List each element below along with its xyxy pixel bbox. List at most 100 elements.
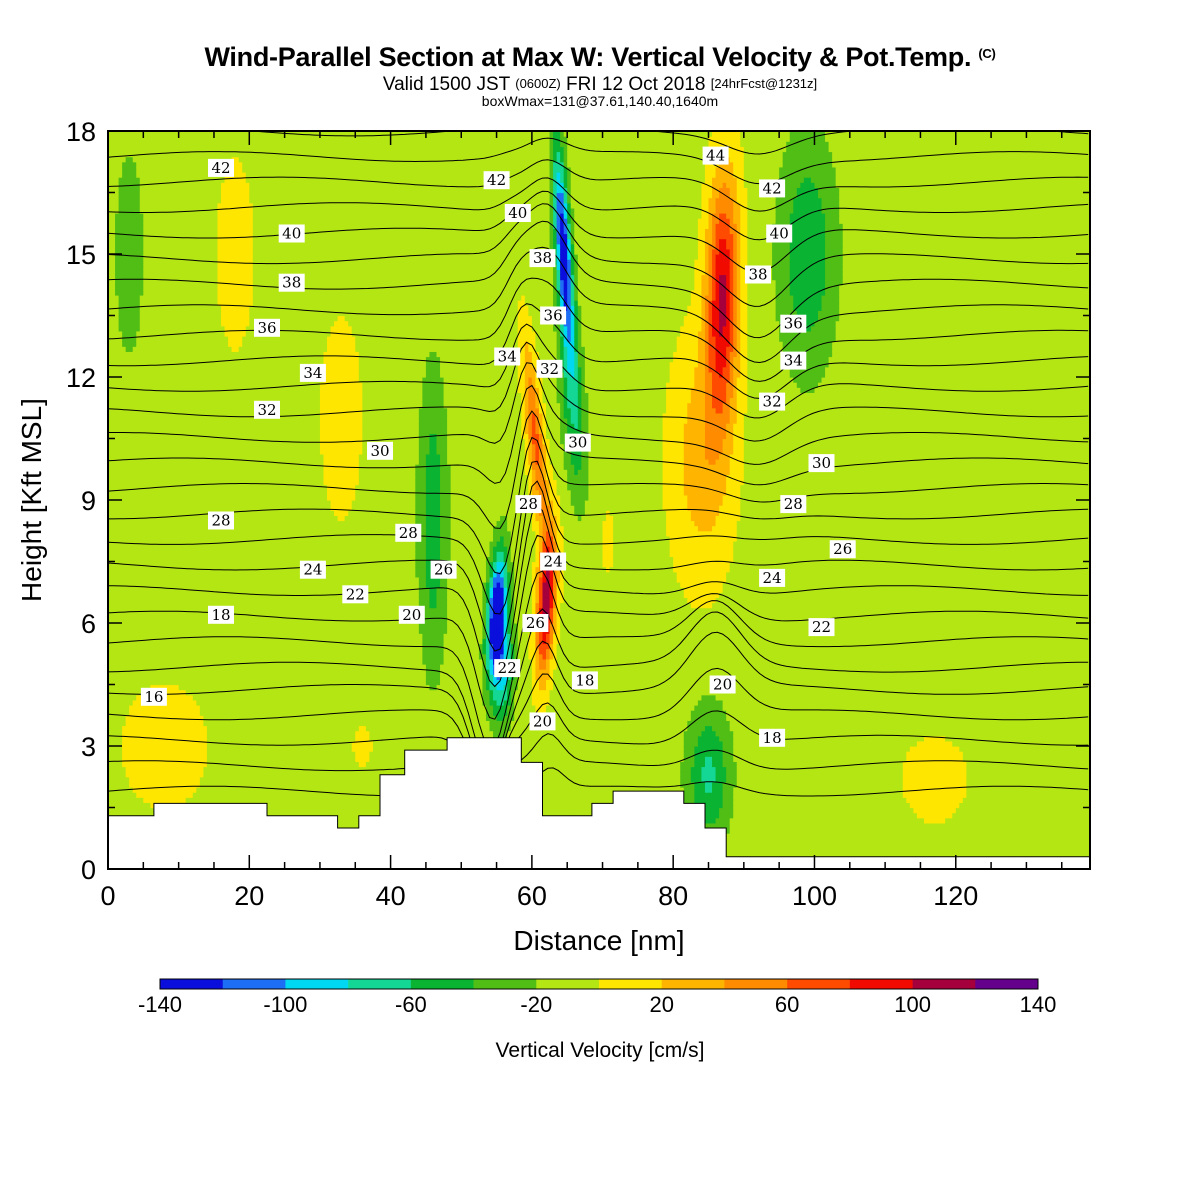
contour-label: 26 xyxy=(430,560,457,579)
contour-label-value: 20 xyxy=(402,606,421,624)
contour-label-value: 22 xyxy=(812,618,831,636)
colorbar-swatch xyxy=(473,979,537,989)
colorbar-swatch xyxy=(410,979,474,989)
colorbar-tick-label: 140 xyxy=(1020,992,1057,1017)
contour-labels: 4240383634323028282624222018164240383634… xyxy=(140,146,856,747)
chart-title-mark: (C) xyxy=(978,46,995,61)
contour-label-value: 28 xyxy=(399,524,418,542)
contour-label: 40 xyxy=(278,224,305,243)
contour-label: 24 xyxy=(299,560,326,579)
colorbar-tick-label: -60 xyxy=(395,992,427,1017)
contour-label: 44 xyxy=(702,146,729,165)
contour-label: 42 xyxy=(208,158,234,177)
contour-label: 32 xyxy=(536,359,563,378)
contour-label: 22 xyxy=(494,659,521,678)
y-tick-label: 18 xyxy=(66,117,96,147)
colorbar-swatch xyxy=(285,979,349,989)
colorbar-swatch xyxy=(160,979,224,989)
contour-label: 20 xyxy=(398,605,425,624)
contour-label: 34 xyxy=(494,347,521,366)
contour-label-value: 28 xyxy=(519,495,538,513)
colorbar xyxy=(159,978,1039,990)
contour-label-value: 26 xyxy=(833,540,852,558)
boxwmax-info: boxWmax=131@37.61,140.40,1640m xyxy=(0,93,1200,109)
y-tick-labels: 0 3 6 9 12 15 18 xyxy=(66,117,96,885)
isentrope-line xyxy=(108,220,1089,339)
isentrope-line xyxy=(108,410,1089,529)
contour-label-value: 40 xyxy=(508,204,527,222)
contour-label-value: 18 xyxy=(575,671,594,689)
contour-label: 38 xyxy=(529,249,556,268)
isentrope-line xyxy=(108,733,1089,803)
y-tick-label: 6 xyxy=(81,609,96,639)
contour-label: 42 xyxy=(483,171,510,190)
contour-label-value: 24 xyxy=(763,569,782,587)
contour-label: 40 xyxy=(504,204,531,222)
contour-label-value: 24 xyxy=(303,561,322,579)
contour-label-value: 28 xyxy=(211,512,230,530)
contour-label-value: 18 xyxy=(211,606,230,624)
contour-label: 40 xyxy=(766,224,793,243)
colorbar-tick-label: -140 xyxy=(138,992,182,1017)
contour-label: 36 xyxy=(254,318,280,337)
isentrope-line xyxy=(108,137,1089,185)
contour-label: 22 xyxy=(808,618,835,637)
x-tick-label: 80 xyxy=(658,881,688,911)
isentrope-line xyxy=(108,97,1088,121)
contour-label: 24 xyxy=(540,552,567,571)
contour-label-value: 36 xyxy=(257,319,276,337)
colorbar-title: Vertical Velocity [cm/s] xyxy=(496,1039,705,1062)
x-tick-label: 40 xyxy=(376,881,406,911)
isentrope-line xyxy=(108,460,1089,615)
colorbar-tick-label: 20 xyxy=(649,992,673,1017)
isentrope-line xyxy=(108,503,1089,688)
valid-time-local: Valid 1500 JST xyxy=(383,74,510,95)
contour-label-value: 44 xyxy=(706,147,725,165)
isentrope-line xyxy=(108,384,1089,486)
colorbar-tick-label: -20 xyxy=(520,992,552,1017)
colorbar-tick-label: 60 xyxy=(775,992,799,1017)
contour-label: 32 xyxy=(759,392,786,411)
contour-label: 34 xyxy=(299,363,326,382)
contour-label-value: 32 xyxy=(257,401,276,419)
contour-label-value: 26 xyxy=(526,614,545,632)
contour-label: 26 xyxy=(522,614,549,632)
axis-ticks xyxy=(107,130,1090,870)
x-tick-labels: 0 20 40 60 80 100 120 xyxy=(100,881,978,911)
terrain-profile xyxy=(108,737,1090,869)
contour-label: 18 xyxy=(759,728,786,747)
contour-label: 36 xyxy=(540,306,567,325)
contour-label-value: 34 xyxy=(303,364,322,382)
y-tick-label: 12 xyxy=(66,363,96,393)
contour-label-value: 34 xyxy=(784,352,803,370)
isentrope-line xyxy=(108,159,1089,212)
contour-label-value: 38 xyxy=(533,249,552,267)
colorbar-labels: -140 -100 -60 -20 20 60 100 140 xyxy=(138,992,1056,1017)
colorbar-swatch xyxy=(849,979,913,989)
isentrope-line xyxy=(108,177,1089,241)
contour-label: 28 xyxy=(395,523,422,542)
isentrope-line xyxy=(108,323,1089,419)
isentrope-line xyxy=(108,667,1089,784)
contour-label-value: 20 xyxy=(713,676,732,694)
contour-label-value: 18 xyxy=(763,729,782,747)
isentrope-line xyxy=(108,608,1089,770)
x-tick-label: 0 xyxy=(100,881,115,911)
contour-label-value: 42 xyxy=(487,171,506,189)
contour-label: 34 xyxy=(780,351,807,370)
contour-label: 26 xyxy=(829,540,856,559)
x-axis-title: Distance [nm] xyxy=(513,925,684,956)
contour-label-value: 32 xyxy=(540,360,559,378)
contour-label-value: 28 xyxy=(784,495,803,513)
isentrope-line xyxy=(108,75,1088,87)
colorbar-swatch xyxy=(599,979,663,989)
chart-subtitle: Valid 1500 JST (0600Z) FRI 12 Oct 2018 [… xyxy=(0,74,1200,96)
forecast-info: [24hrFcst@1231z] xyxy=(711,76,817,91)
contour-label: 30 xyxy=(564,433,591,452)
colorbar-tick-label: 100 xyxy=(894,992,931,1017)
contour-label-value: 40 xyxy=(770,225,789,243)
contour-label-value: 30 xyxy=(568,434,587,452)
isentrope-line xyxy=(108,190,1089,273)
y-tick-label: 0 xyxy=(81,855,96,885)
isentrope-line xyxy=(108,436,1089,575)
